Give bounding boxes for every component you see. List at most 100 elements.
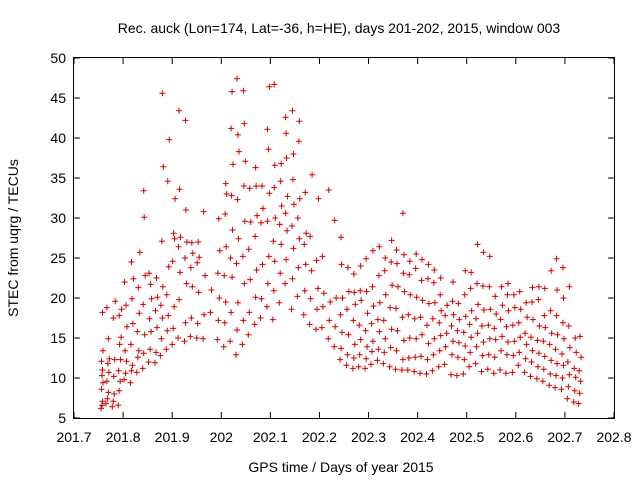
data-point	[419, 331, 426, 338]
data-point	[431, 267, 438, 273]
data-point	[533, 375, 540, 382]
data-point	[406, 335, 413, 341]
data-point	[222, 180, 229, 187]
data-point	[252, 233, 259, 240]
data-point	[485, 322, 492, 329]
data-point	[558, 351, 565, 357]
data-point	[111, 391, 118, 397]
data-point	[264, 218, 271, 225]
data-point	[509, 322, 516, 329]
data-point	[239, 341, 246, 348]
data-point	[98, 405, 104, 412]
data-point	[357, 287, 364, 294]
data-point	[344, 351, 351, 358]
data-point	[351, 289, 358, 296]
data-point	[189, 250, 196, 257]
data-point	[467, 285, 474, 292]
data-point	[368, 348, 375, 355]
data-point	[175, 335, 182, 341]
data-point	[504, 291, 511, 298]
data-point	[564, 395, 571, 402]
data-point	[480, 339, 487, 345]
data-point	[154, 294, 161, 301]
data-point	[130, 275, 137, 282]
data-point	[381, 267, 388, 274]
data-point	[136, 310, 143, 317]
data-point	[554, 287, 561, 293]
data-point	[356, 322, 363, 329]
data-point	[270, 287, 277, 294]
data-point	[234, 131, 241, 138]
data-point	[112, 298, 119, 305]
data-point	[182, 207, 189, 213]
data-point	[153, 324, 160, 331]
data-point	[128, 259, 135, 265]
data-point	[460, 329, 467, 336]
data-point	[98, 372, 105, 379]
data-point	[309, 171, 316, 178]
data-point	[241, 218, 248, 225]
data-point	[102, 400, 109, 407]
data-point	[327, 299, 334, 305]
data-point	[449, 298, 456, 305]
data-point	[159, 315, 166, 321]
data-point	[127, 379, 134, 386]
data-point	[215, 215, 222, 222]
data-point	[449, 338, 456, 345]
data-point	[295, 264, 302, 271]
data-point	[345, 331, 352, 338]
data-point	[436, 347, 443, 354]
data-point	[239, 253, 246, 260]
data-point	[146, 315, 153, 322]
y-axis-label: STEC from uqrg / TECUs	[5, 159, 21, 317]
data-point	[343, 362, 350, 369]
data-point	[498, 347, 505, 354]
data-point	[233, 260, 240, 267]
data-point	[406, 271, 413, 278]
data-point	[404, 367, 411, 373]
data-point	[307, 295, 314, 302]
data-point	[554, 360, 561, 367]
data-point	[175, 243, 182, 250]
data-point	[412, 354, 419, 361]
data-point	[393, 347, 400, 354]
data-point	[241, 280, 248, 287]
data-point	[558, 386, 565, 393]
data-point	[423, 371, 430, 377]
data-point	[201, 311, 208, 318]
data-point	[116, 312, 123, 319]
data-point	[503, 351, 510, 358]
data-point	[103, 378, 110, 385]
data-point	[284, 193, 291, 200]
data-point	[480, 249, 487, 256]
data-point	[271, 162, 278, 169]
data-point	[194, 259, 201, 266]
data-point	[437, 291, 444, 298]
data-point	[221, 319, 228, 326]
data-point	[380, 360, 387, 367]
data-point	[413, 251, 420, 257]
data-point	[142, 272, 149, 279]
data-point	[290, 151, 297, 157]
data-point	[369, 338, 376, 345]
data-point	[578, 354, 585, 361]
x-tick-label: 201.7	[56, 429, 91, 445]
data-point	[121, 376, 128, 383]
data-point	[284, 227, 291, 234]
data-point	[136, 249, 143, 256]
data-point	[241, 120, 248, 127]
data-point	[339, 295, 346, 301]
data-point	[429, 315, 436, 322]
data-point	[542, 324, 549, 331]
data-point	[164, 327, 171, 334]
data-point	[99, 398, 106, 405]
data-point	[163, 346, 170, 353]
data-point	[258, 295, 265, 302]
data-point	[468, 307, 475, 314]
data-point	[559, 264, 566, 271]
data-point	[382, 291, 389, 298]
y-tick-label: 10	[50, 370, 66, 386]
data-point	[252, 294, 259, 301]
data-point	[152, 359, 158, 366]
data-point	[547, 307, 554, 314]
